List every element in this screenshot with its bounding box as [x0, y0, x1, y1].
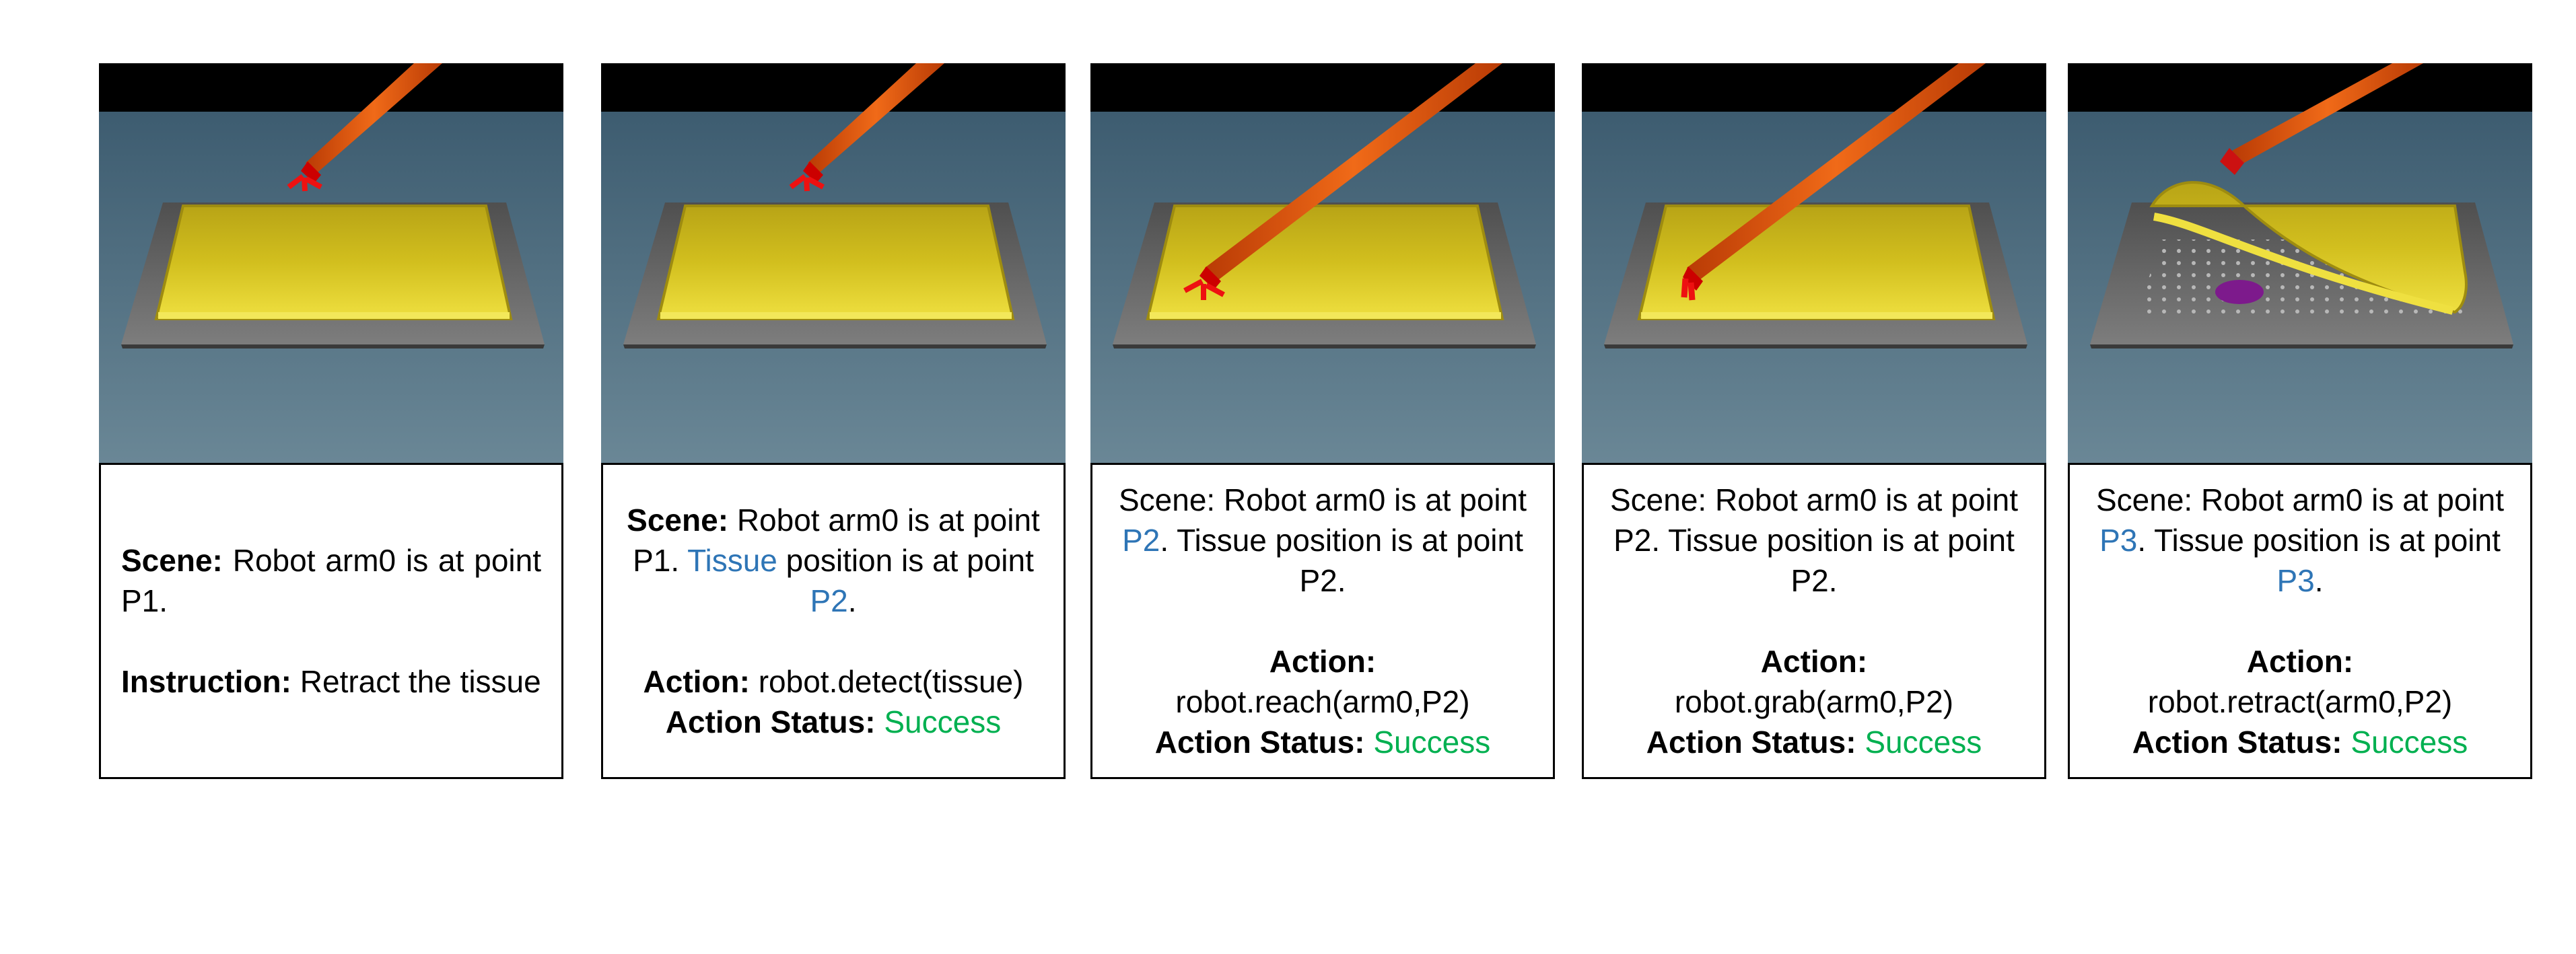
- tissue: [154, 205, 513, 320]
- robot-arm-icon: [789, 63, 944, 192]
- action-label: Action:: [1269, 644, 1377, 679]
- action-line: Action: robot.detect(tissue): [643, 664, 1024, 699]
- panel-1: Scene: Robot arm0 is at point P1. Instru…: [99, 63, 563, 779]
- panel-5: Scene: Robot arm0 is at point P3. Tissue…: [2068, 63, 2532, 779]
- scene-line: Scene: Robot arm0 is at point P2. Tissue…: [1610, 482, 2018, 598]
- panel-4: Scene: Robot arm0 is at point P2. Tissue…: [1582, 63, 2046, 779]
- text-card: Scene: Robot arm0 is at point P1. Tissue…: [601, 463, 1066, 779]
- simulation-scene: [1582, 63, 2046, 463]
- status-line: Action Status: Success: [1154, 725, 1491, 760]
- text-card: Scene: Robot arm0 is at point P2. Tissue…: [1582, 463, 2046, 779]
- robot-arm-icon: [1681, 63, 1986, 301]
- tissue: [1146, 205, 1504, 320]
- retracted-tissue: [2149, 181, 2468, 314]
- tissue: [1637, 205, 1996, 320]
- scene-line: Scene: Robot arm0 is at point P3. Tissue…: [2096, 482, 2504, 598]
- action-label: Action:: [1760, 644, 1868, 679]
- target-marker: [2215, 280, 2264, 304]
- tissue: [656, 205, 1015, 320]
- action-line: robot.grab(arm0,P2): [1674, 684, 1954, 719]
- action-line: robot.retract(arm0,P2): [2147, 684, 2453, 719]
- simulation-scene: [99, 63, 563, 463]
- scene-line: Scene: Robot arm0 is at point P1.: [121, 543, 541, 618]
- action-line: robot.reach(arm0,P2): [1175, 684, 1470, 719]
- scene-line: Scene: Robot arm0 is at point P2. Tissue…: [1119, 482, 1527, 598]
- scene-line: Scene: Robot arm0 is at point P1. Tissue…: [627, 503, 1040, 618]
- robot-arm-icon: [287, 63, 442, 192]
- robot-arm-icon: [2220, 63, 2423, 175]
- action-label: Action:: [2246, 644, 2354, 679]
- simulation-scene: [2068, 63, 2532, 463]
- text-card: Scene: Robot arm0 is at point P3. Tissue…: [2068, 463, 2532, 779]
- text-card: Scene: Robot arm0 is at point P1. Instru…: [99, 463, 563, 779]
- instruction-line: Instruction: Retract the tissue: [121, 664, 541, 699]
- status-line: Action Status: Success: [2132, 725, 2468, 760]
- status-line: Action Status: Success: [1646, 725, 1982, 760]
- panel-2: Scene: Robot arm0 is at point P1. Tissue…: [601, 63, 1066, 779]
- status-line: Action Status: Success: [665, 704, 1002, 739]
- simulation-scene: [1090, 63, 1555, 463]
- panel-3: Scene: Robot arm0 is at point P2. Tissue…: [1090, 63, 1555, 779]
- simulation-scene: [601, 63, 1066, 463]
- robot-arm-icon: [1183, 63, 1502, 300]
- text-card: Scene: Robot arm0 is at point P2. Tissue…: [1090, 463, 1555, 779]
